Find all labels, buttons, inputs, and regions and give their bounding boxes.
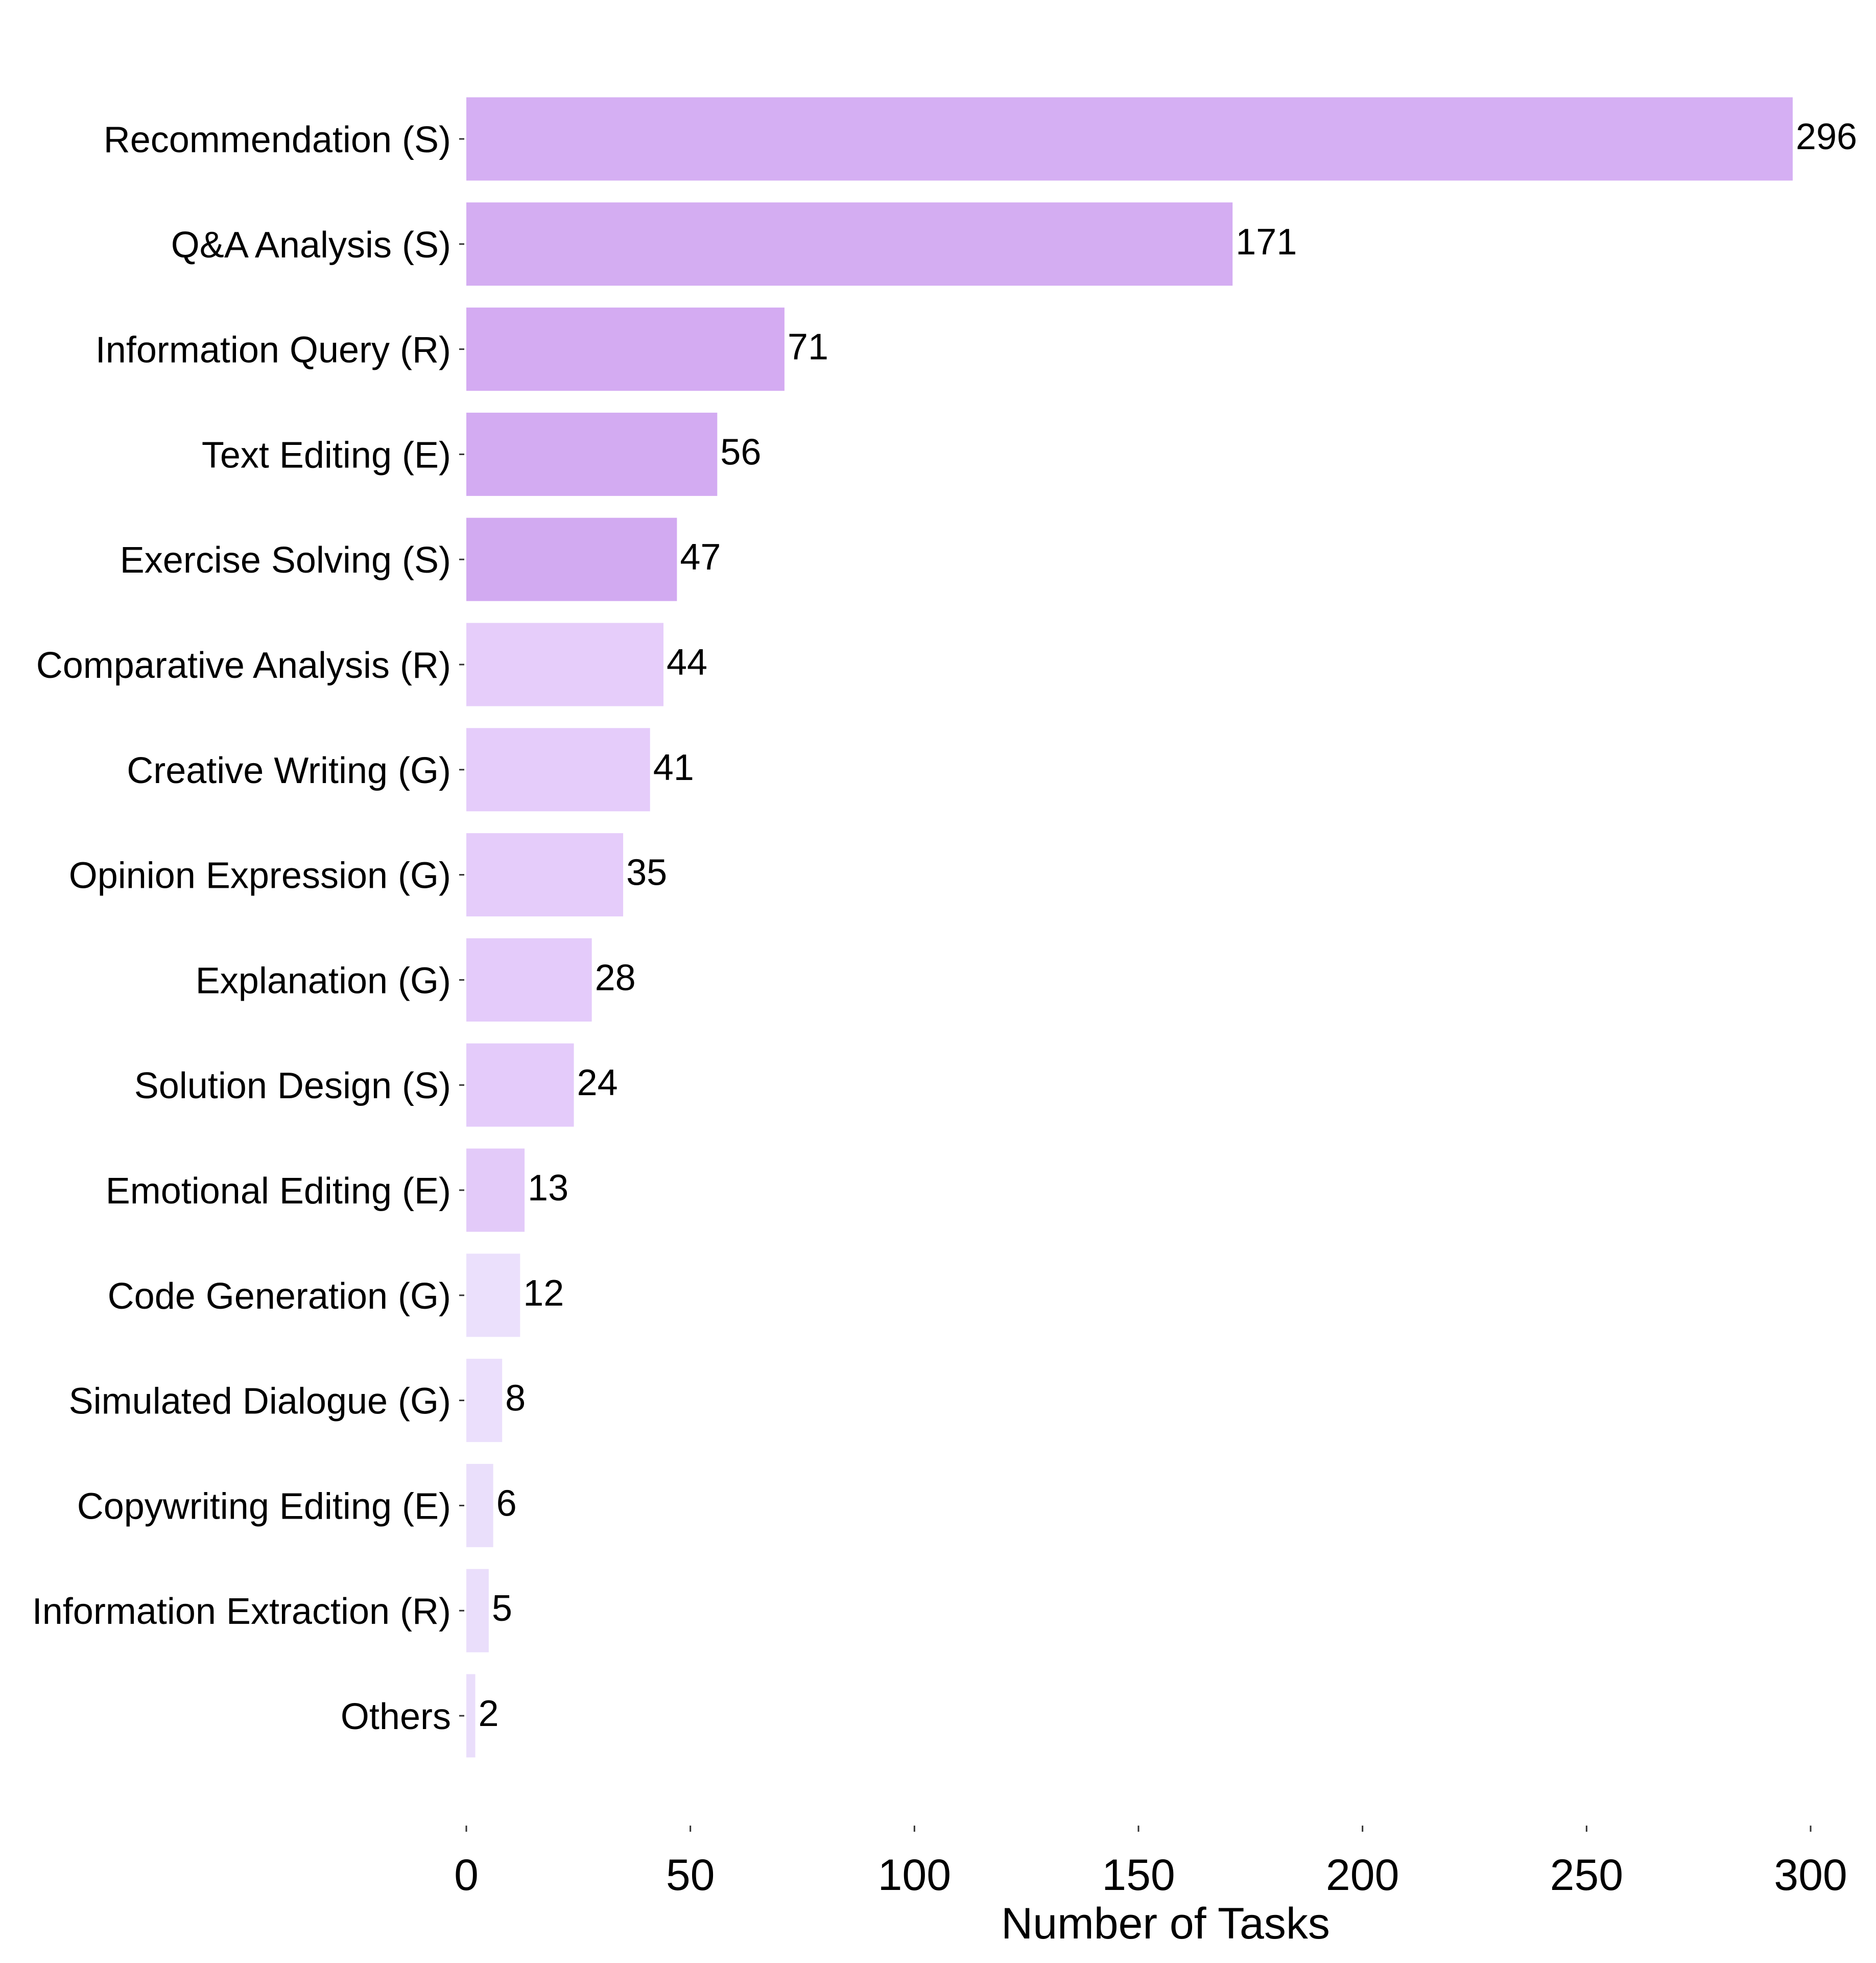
x-axis-title: Number of Tasks bbox=[1001, 1899, 1330, 1948]
y-tick-label: Information Query (R) bbox=[96, 330, 451, 371]
y-tick-label: Emotional Editing (E) bbox=[106, 1171, 451, 1212]
bar bbox=[466, 938, 592, 1022]
x-tick-label: 100 bbox=[878, 1851, 952, 1900]
bar-value-label: 12 bbox=[523, 1273, 564, 1314]
bar-value-label: 5 bbox=[492, 1588, 512, 1629]
y-tick-label: Explanation (G) bbox=[196, 960, 451, 1001]
bar-value-label: 28 bbox=[595, 957, 636, 998]
x-tick-label: 200 bbox=[1326, 1851, 1399, 1900]
bar-value-label: 2 bbox=[479, 1693, 499, 1734]
x-tick-label: 300 bbox=[1774, 1851, 1847, 1900]
y-tick-label: Opinion Expression (G) bbox=[69, 856, 451, 896]
bar-value-label: 6 bbox=[496, 1483, 517, 1524]
x-tick-label: 0 bbox=[454, 1851, 479, 1900]
bar bbox=[466, 1674, 476, 1758]
y-tick-label: Solution Design (S) bbox=[134, 1066, 451, 1106]
bar bbox=[466, 1043, 574, 1127]
bar bbox=[466, 623, 664, 706]
bar-value-label: 13 bbox=[528, 1168, 568, 1209]
bar bbox=[466, 1359, 503, 1442]
bar-value-label: 35 bbox=[626, 853, 667, 893]
bar bbox=[466, 412, 718, 496]
y-tick-label: Text Editing (E) bbox=[202, 435, 451, 476]
x-tick-label: 150 bbox=[1102, 1851, 1175, 1900]
y-tick-label: Exercise Solving (S) bbox=[120, 540, 451, 581]
bar-value-label: 47 bbox=[680, 537, 721, 578]
x-tick-label: 50 bbox=[666, 1851, 715, 1900]
bar bbox=[466, 97, 1793, 181]
y-tick-label: Information Extraction (R) bbox=[32, 1591, 451, 1632]
y-tick-label: Others bbox=[341, 1696, 451, 1737]
y-tick-label: Simulated Dialogue (G) bbox=[69, 1381, 451, 1422]
bar-value-label: 71 bbox=[788, 327, 828, 368]
bar bbox=[466, 833, 624, 917]
bar-value-label: 41 bbox=[653, 747, 694, 788]
bar bbox=[466, 1254, 520, 1337]
bar-value-label: 296 bbox=[1796, 116, 1857, 157]
x-tick-label: 250 bbox=[1550, 1851, 1624, 1900]
bar-value-label: 56 bbox=[720, 432, 761, 472]
y-tick-label: Creative Writing (G) bbox=[127, 750, 451, 791]
bar-value-label: 8 bbox=[505, 1378, 526, 1419]
bars-layer bbox=[466, 97, 1793, 1758]
value-labels-layer: 296 171 71 56 47 44 41 35 28 24 13 12 8 6 5 2 bbox=[479, 116, 1858, 1734]
bar bbox=[466, 202, 1233, 286]
bar bbox=[466, 1148, 525, 1232]
y-tick-label: Recommendation (S) bbox=[104, 120, 451, 160]
bar-value-label: 171 bbox=[1236, 222, 1297, 263]
bar bbox=[466, 517, 677, 601]
y-tick-label: Code Generation (G) bbox=[108, 1276, 451, 1317]
y-tick-label: Copywriting Editing (E) bbox=[77, 1486, 451, 1527]
bar bbox=[466, 308, 785, 391]
bar bbox=[466, 728, 650, 812]
bar bbox=[466, 1463, 493, 1547]
category-labels-layer: Recommendation (S) Q&A Analysis (S) Inform… bbox=[32, 120, 464, 1737]
y-tick-label: Comparative Analysis (R) bbox=[36, 645, 451, 686]
bar bbox=[466, 1569, 489, 1652]
x-axis: 0 50 100 150 200 250 300 bbox=[454, 1826, 1847, 1900]
bar-value-label: 24 bbox=[577, 1062, 618, 1103]
y-tick-label: Q&A Analysis (S) bbox=[171, 225, 451, 266]
bar-value-label: 44 bbox=[667, 642, 707, 683]
